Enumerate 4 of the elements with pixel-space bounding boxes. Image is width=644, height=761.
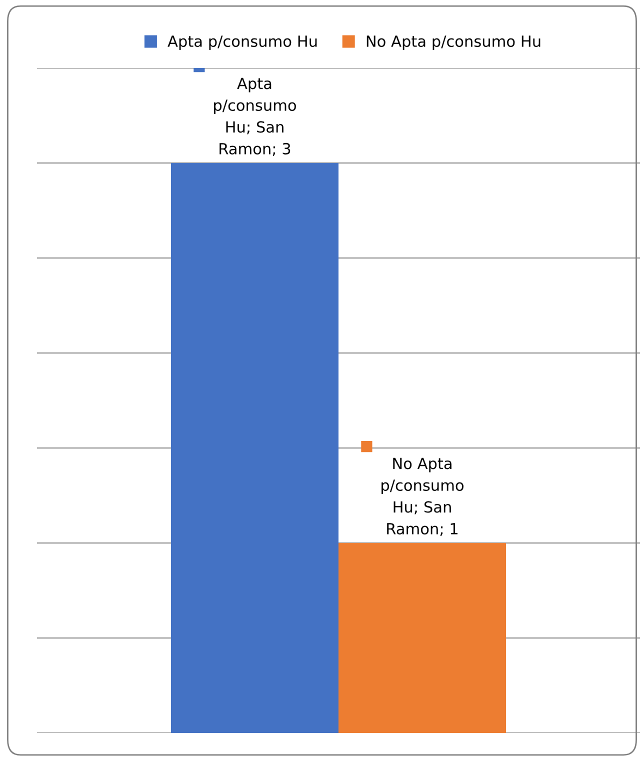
- data-label: No Apta p/consumo Hu; San Ramon; 1: [382, 458, 464, 536]
- legend-label: Apta p/consumo Hu: [168, 36, 317, 50]
- legend-label: No Apta p/consumo Hu: [366, 36, 540, 50]
- data-label: Apta p/consumo Hu; San Ramon; 3: [214, 78, 296, 156]
